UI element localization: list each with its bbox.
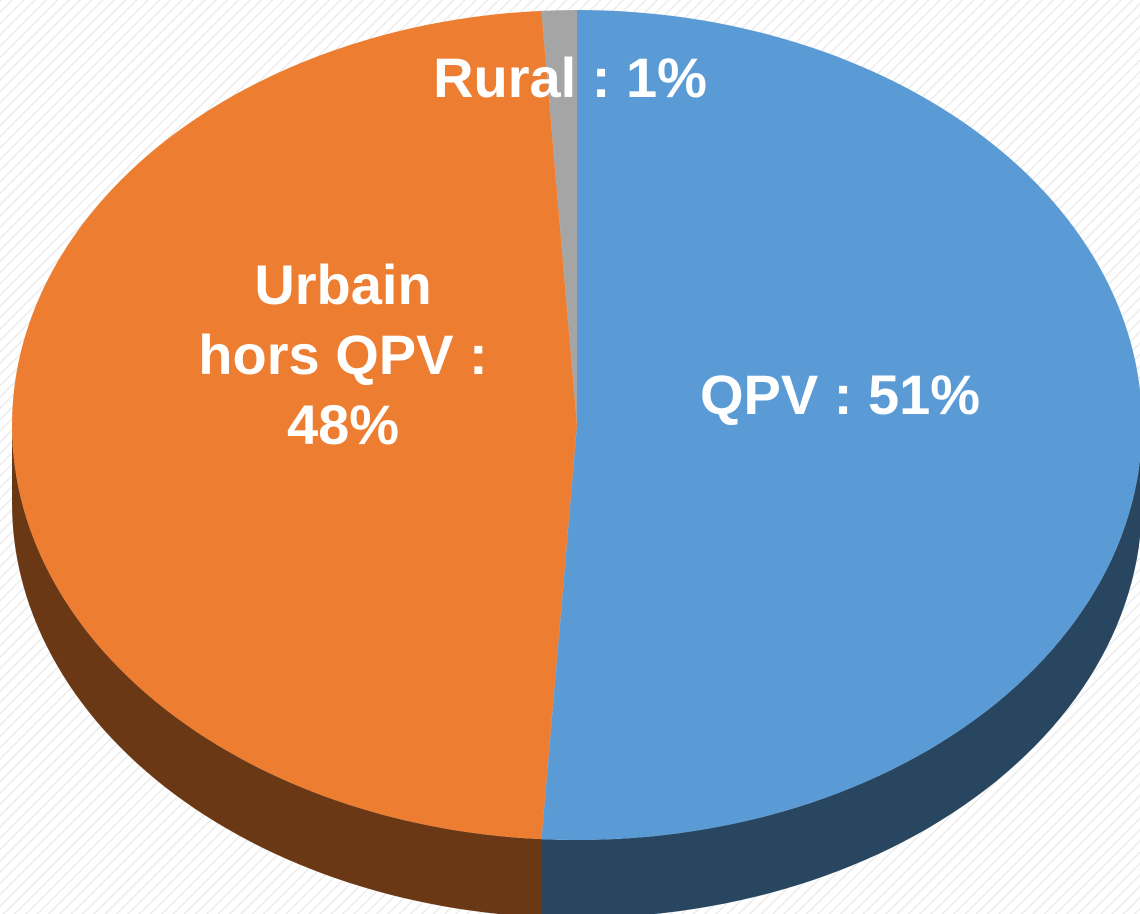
data-label: QPV : 51% xyxy=(699,363,981,426)
slice xyxy=(11,10,577,840)
slice xyxy=(541,10,1140,840)
slice-side xyxy=(541,459,1140,914)
slice xyxy=(541,10,577,425)
data-label: Urbain hors QPV : 48% xyxy=(198,253,488,456)
data-label: Rural : 1% xyxy=(433,46,707,109)
slice-side xyxy=(12,425,542,914)
